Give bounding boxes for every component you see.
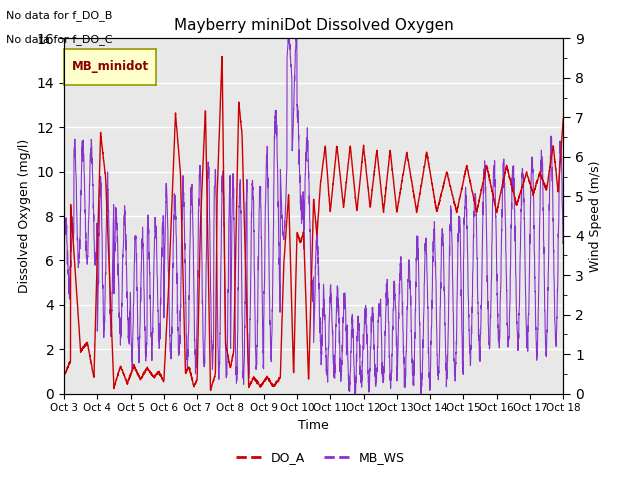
Legend: DO_A, MB_WS: DO_A, MB_WS [230,446,410,469]
Title: Mayberry miniDot Dissolved Oxygen: Mayberry miniDot Dissolved Oxygen [173,18,454,33]
Y-axis label: Dissolved Oxygen (mg/l): Dissolved Oxygen (mg/l) [18,139,31,293]
Text: No data for f_DO_B: No data for f_DO_B [6,10,113,21]
X-axis label: Time: Time [298,419,329,432]
Text: No data for f_DO_C: No data for f_DO_C [6,34,113,45]
Y-axis label: Wind Speed (m/s): Wind Speed (m/s) [589,160,602,272]
